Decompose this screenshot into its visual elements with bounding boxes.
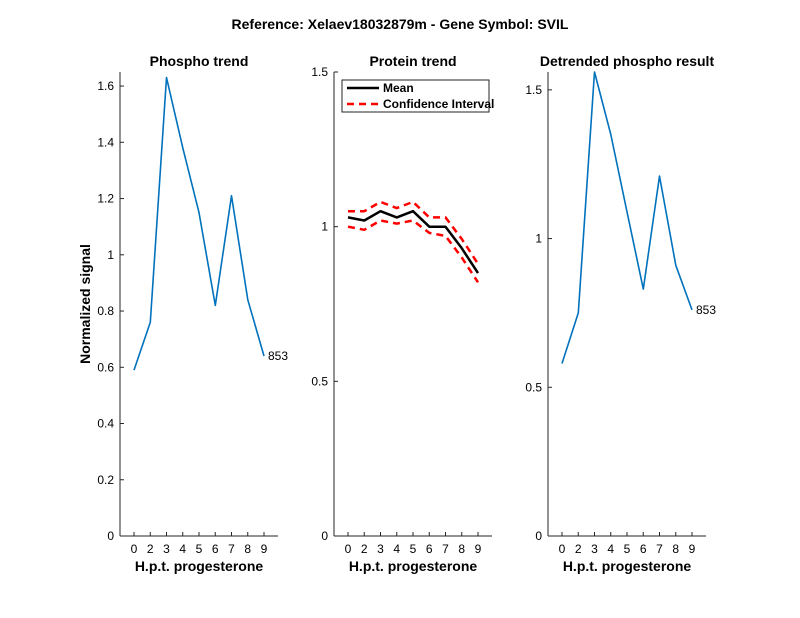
y-tick-label: 0.2 (97, 473, 114, 487)
x-tick-label: 2 (361, 542, 368, 556)
x-tick-label: 4 (393, 542, 400, 556)
legend-label-ci: Confidence Interval (383, 97, 494, 111)
y-tick-label: 1.2 (97, 192, 114, 206)
x-tick-label: 3 (163, 542, 170, 556)
y-axis-label: Normalized signal (77, 244, 93, 364)
panel-detrended-phospho: Detrended phospho result H.p.t. progeste… (525, 53, 716, 574)
x-tick-label: 5 (196, 542, 203, 556)
series-line-1 (348, 200, 480, 265)
series-line-0 (347, 209, 480, 274)
x-axis-label: H.p.t. progesterone (135, 558, 264, 574)
y-tick-label: 0 (107, 529, 114, 543)
x-tick-label: 3 (591, 542, 598, 556)
plot-lines (347, 200, 480, 283)
x-tick-label: 8 (458, 542, 465, 556)
x-tick-label: 0 (345, 542, 352, 556)
y-tick-label: 0.5 (525, 380, 542, 394)
point-annotation: 853 (696, 303, 716, 317)
x-tick-label: 7 (442, 542, 449, 556)
x-tick-label: 0 (131, 542, 138, 556)
x-tick-label: 5 (410, 542, 417, 556)
x-tick-label: 4 (607, 542, 614, 556)
y-tick-label: 1 (535, 232, 542, 246)
x-tick-label: 9 (261, 542, 268, 556)
x-tick-label: 9 (689, 542, 696, 556)
series-line-0 (133, 76, 265, 371)
series-line-0 (561, 71, 693, 364)
x-tick-label: 6 (212, 542, 219, 556)
y-tick-label: 0.5 (311, 374, 328, 388)
plot-lines: 853 (561, 71, 716, 364)
y-tick-label: 1.6 (97, 79, 114, 93)
y-tick-label: 1.5 (525, 83, 542, 97)
y-tick-label: 0.4 (97, 417, 114, 431)
x-tick-label: 7 (656, 542, 663, 556)
panel-phospho-trend: Phospho trend Normalized signal H.p.t. p… (77, 53, 288, 574)
y-tick-label: 1.5 (311, 65, 328, 79)
plot-lines: 853 (133, 76, 288, 371)
x-tick-label: 4 (179, 542, 186, 556)
panel-title: Protein trend (369, 53, 456, 69)
x-tick-label: 3 (377, 542, 384, 556)
axes: 00.20.40.60.811.21.41.60 2 3 4 5 6 7 8 9 (97, 72, 278, 556)
x-tick-label: 7 (228, 542, 235, 556)
panel-title: Detrended phospho result (540, 53, 715, 69)
legend-label-mean: Mean (383, 81, 414, 95)
x-tick-label: 6 (640, 542, 647, 556)
y-tick-label: 0.6 (97, 360, 114, 374)
axes: 00.511.50 2 3 4 5 6 7 8 9 (311, 65, 492, 556)
y-tick-label: 0.8 (97, 304, 114, 318)
x-tick-label: 8 (244, 542, 251, 556)
x-tick-label: 8 (672, 542, 679, 556)
panel-title: Phospho trend (150, 53, 249, 69)
x-tick-label: 6 (426, 542, 433, 556)
point-annotation: 853 (268, 349, 288, 363)
panel-protein-trend: Protein trend H.p.t. progesterone 0 0.5 1 1… (311, 53, 494, 574)
y-tick-label: 1 (321, 220, 328, 234)
x-axis-label: H.p.t. progesterone (563, 558, 692, 574)
y-tick-label: 0 (535, 529, 542, 543)
figure-title: Reference: Xelaev18032879m - Gene Symbol… (232, 16, 569, 32)
y-tick-label: 1.4 (97, 135, 114, 149)
x-tick-label: 9 (475, 542, 482, 556)
x-tick-label: 5 (624, 542, 631, 556)
legend-box (341, 79, 490, 113)
y-tick-label: 0 (321, 529, 328, 543)
series-line-2 (347, 219, 480, 283)
x-tick-label: 2 (575, 542, 582, 556)
legend: Mean Confidence Interval (341, 79, 494, 113)
x-tick-label: 2 (147, 542, 154, 556)
y-tick-label: 1 (107, 248, 114, 262)
axes: 00.511.50 2 3 4 5 6 7 8 9 (525, 72, 706, 556)
x-tick-label: 0 (559, 542, 566, 556)
x-axis-label: H.p.t. progesterone (349, 558, 478, 574)
